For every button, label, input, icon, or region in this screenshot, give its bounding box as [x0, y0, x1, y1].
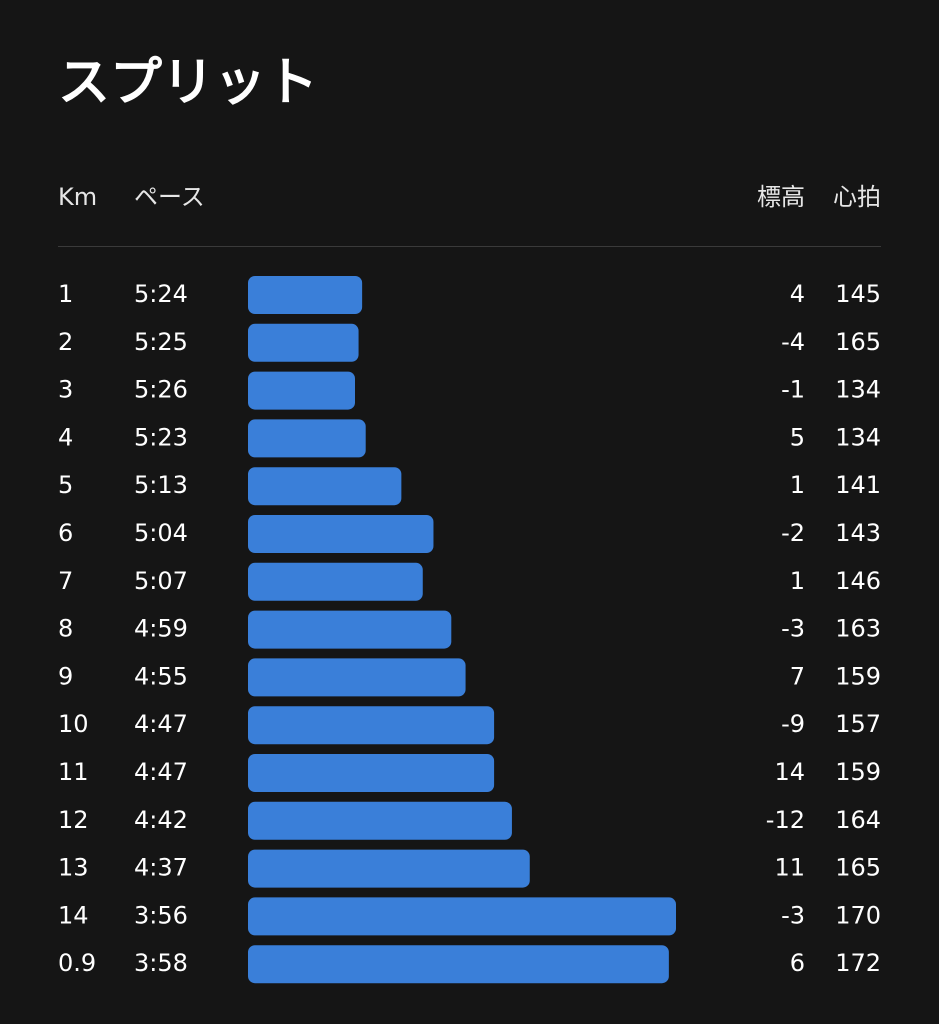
- pace: 4:42: [134, 806, 188, 834]
- pace: 4:47: [134, 710, 188, 738]
- km: 13: [58, 854, 89, 882]
- pace-bar: [248, 945, 669, 984]
- km: 14: [58, 901, 89, 929]
- elevation: 1: [790, 567, 805, 595]
- pace-bar: [248, 276, 363, 314]
- pace: 5:04: [134, 519, 188, 547]
- heart-rate: 143: [835, 519, 881, 547]
- elevation: -12: [766, 806, 805, 834]
- pace-bar: [248, 658, 466, 697]
- pace-bar: [248, 849, 530, 888]
- km: 3: [58, 376, 73, 404]
- km: 4: [58, 423, 73, 451]
- pace: 5:24: [134, 280, 188, 308]
- pace: 4:55: [134, 662, 188, 690]
- km: 8: [58, 615, 73, 643]
- heart-rate: 165: [835, 328, 881, 356]
- pace-bar: [248, 467, 402, 506]
- pace: 4:59: [134, 615, 188, 643]
- pace-bar: [248, 754, 495, 792]
- km: 10: [58, 710, 89, 738]
- elevation: 1: [790, 471, 805, 499]
- km: 2: [58, 328, 73, 356]
- elevation: 4: [790, 280, 805, 308]
- elevation: -9: [781, 710, 805, 738]
- pace: 5:13: [134, 471, 188, 499]
- pace-bar: [248, 801, 512, 840]
- heart-rate: 165: [835, 854, 881, 882]
- elevation: 5: [790, 423, 805, 451]
- pace: 4:37: [134, 854, 188, 882]
- column-header: 心拍: [833, 183, 881, 211]
- km: 9: [58, 662, 73, 690]
- pace: 5:25: [134, 328, 188, 356]
- km: 11: [58, 758, 89, 786]
- column-header: ペース: [134, 183, 205, 211]
- heart-rate: 157: [835, 710, 881, 738]
- pace-bar: [248, 515, 434, 553]
- heart-rate: 146: [835, 567, 881, 595]
- pace-bar: [248, 562, 423, 601]
- elevation: -3: [781, 901, 805, 929]
- heart-rate: 170: [835, 901, 881, 929]
- pace: 5:23: [134, 423, 188, 451]
- elevation: -4: [781, 328, 805, 356]
- heart-rate: 159: [835, 662, 881, 690]
- pace-bar: [248, 371, 355, 410]
- pace-bar: [248, 610, 452, 649]
- heart-rate: 163: [835, 615, 881, 643]
- elevation: 6: [790, 949, 805, 977]
- pace: 5:26: [134, 376, 188, 404]
- title: スプリット: [58, 53, 318, 113]
- elevation: -2: [781, 519, 805, 547]
- heart-rate: 134: [835, 376, 881, 404]
- heart-rate: 172: [835, 949, 881, 977]
- km: 7: [58, 567, 73, 595]
- heart-rate: 134: [835, 423, 881, 451]
- pace: 5:07: [134, 567, 188, 595]
- elevation: 11: [774, 854, 805, 882]
- heart-rate: 145: [835, 280, 881, 308]
- heart-rate: 164: [835, 806, 881, 834]
- column-header: Km: [58, 183, 97, 211]
- pace: 3:56: [134, 901, 188, 929]
- pace-bar: [248, 323, 359, 362]
- column-header: 標高: [757, 183, 805, 211]
- km: 5: [58, 471, 73, 499]
- km: 0.9: [58, 949, 96, 977]
- elevation: 7: [790, 662, 805, 690]
- elevation: -1: [781, 376, 805, 404]
- pace-bar: [248, 419, 366, 458]
- elevation: -3: [781, 615, 805, 643]
- pace: 4:47: [134, 758, 188, 786]
- heart-rate: 141: [835, 471, 881, 499]
- km: 6: [58, 519, 73, 547]
- km: 12: [58, 806, 89, 834]
- pace-bar: [248, 897, 676, 936]
- pace: 3:58: [134, 949, 188, 977]
- km: 1: [58, 280, 73, 308]
- pace-bar: [248, 706, 495, 745]
- heart-rate: 159: [835, 758, 881, 786]
- elevation: 14: [774, 758, 805, 786]
